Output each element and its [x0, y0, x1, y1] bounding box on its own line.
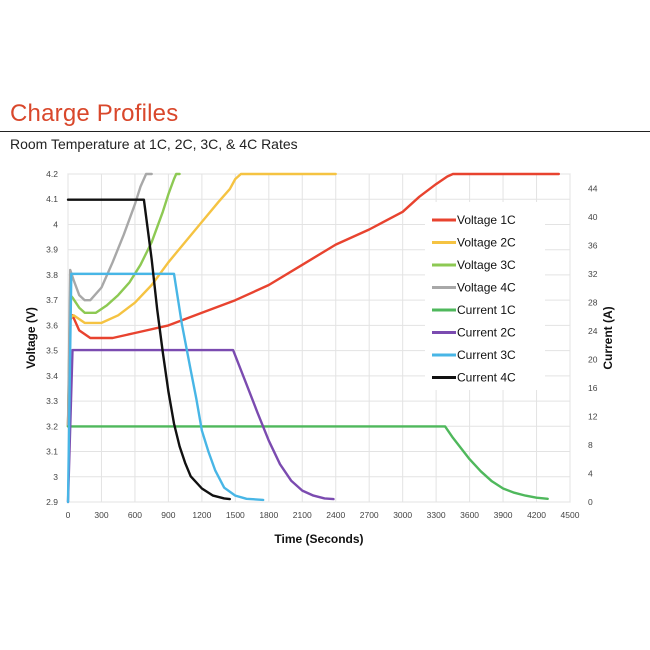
legend-label: Current 1C [457, 303, 516, 317]
x-tick-label: 1800 [259, 510, 278, 520]
legend-label: Current 4C [457, 371, 516, 385]
x-axis-title: Time (Seconds) [274, 532, 363, 546]
x-tick-label: 3000 [393, 510, 412, 520]
y-right-tick-label: 44 [588, 183, 598, 193]
y-left-tick-label: 2.9 [46, 497, 58, 507]
title-divider [0, 131, 650, 132]
x-tick-label: 2100 [293, 510, 312, 520]
y-right-tick-label: 16 [588, 383, 598, 393]
legend-label: Current 3C [457, 348, 516, 362]
series-lines [66, 172, 560, 504]
x-tick-label: 2700 [360, 510, 379, 520]
x-tick-label: 4200 [527, 510, 546, 520]
x-tick-label: 600 [128, 510, 142, 520]
y-right-tick-label: 12 [588, 411, 598, 421]
y-right-tick-label: 8 [588, 440, 593, 450]
legend-label: Current 2C [457, 326, 516, 340]
series-line-current-2c [66, 348, 335, 504]
y-left-tick-label: 4 [53, 219, 58, 229]
series-line-current-4c [66, 198, 232, 501]
y-left-tick-label: 4.2 [46, 169, 58, 179]
y-right-tick-label: 40 [588, 212, 598, 222]
x-tick-label: 300 [94, 510, 108, 520]
legend-label: Voltage 3C [457, 258, 516, 272]
series-line-current-1c [66, 425, 549, 500]
x-tick-label: 3900 [494, 510, 513, 520]
y-left-tick-label: 3.6 [46, 320, 58, 330]
legend: Voltage 1C Voltage 2C Voltage 3C Voltage 4C… [425, 202, 545, 390]
slide-subtitle: Room Temperature at 1C, 2C, 3C, & 4C Rat… [10, 136, 298, 152]
series-line-current-3c [66, 272, 265, 504]
series-line-voltage-3c [66, 172, 181, 428]
slide-title: Charge Profiles [10, 100, 179, 127]
y-right-tick-label: 28 [588, 297, 598, 307]
y-left-tick-label: 3.3 [46, 396, 58, 406]
x-tick-label: 4500 [561, 510, 580, 520]
y-right-tick-label: 24 [588, 326, 598, 336]
x-tick-label: 1200 [192, 510, 211, 520]
y-left-tick-label: 4.1 [46, 194, 58, 204]
y-right-tick-label: 4 [588, 468, 593, 478]
y-left-tick-label: 3.5 [46, 346, 58, 356]
x-tick-label: 0 [66, 510, 71, 520]
y-left-tick-label: 3.7 [46, 295, 58, 305]
y-left-tick-label: 3.4 [46, 371, 58, 381]
y-right-axis-title: Current (A) [601, 306, 615, 369]
y-left-tick-label: 3 [53, 472, 58, 482]
y-left-tick-label: 3.9 [46, 245, 58, 255]
x-tick-label: 3300 [427, 510, 446, 520]
y-right-tick-label: 20 [588, 354, 598, 364]
x-tick-label: 900 [161, 510, 175, 520]
legend-label: Voltage 2C [457, 236, 516, 250]
legend-label: Voltage 1C [457, 213, 516, 227]
y-left-tick-label: 3.1 [46, 447, 58, 457]
x-tick-label: 1500 [226, 510, 245, 520]
series-line-voltage-4c [66, 172, 153, 428]
series-line-voltage-1c [66, 172, 560, 428]
legend-label: Voltage 4C [457, 281, 516, 295]
x-tick-label: 3600 [460, 510, 479, 520]
x-tick-label: 2400 [326, 510, 345, 520]
y-right-tick-label: 0 [588, 497, 593, 507]
legend-box [425, 202, 545, 390]
y-right-tick-label: 32 [588, 269, 598, 279]
tick-labels: 0 300 600 900 1200 1500 1800 2100 2400 2700 3000 33… [46, 169, 598, 520]
y-right-tick-label: 36 [588, 240, 598, 250]
y-left-tick-label: 3.8 [46, 270, 58, 280]
y-left-tick-label: 3.2 [46, 421, 58, 431]
y-left-axis-title: Voltage (V) [24, 307, 38, 369]
